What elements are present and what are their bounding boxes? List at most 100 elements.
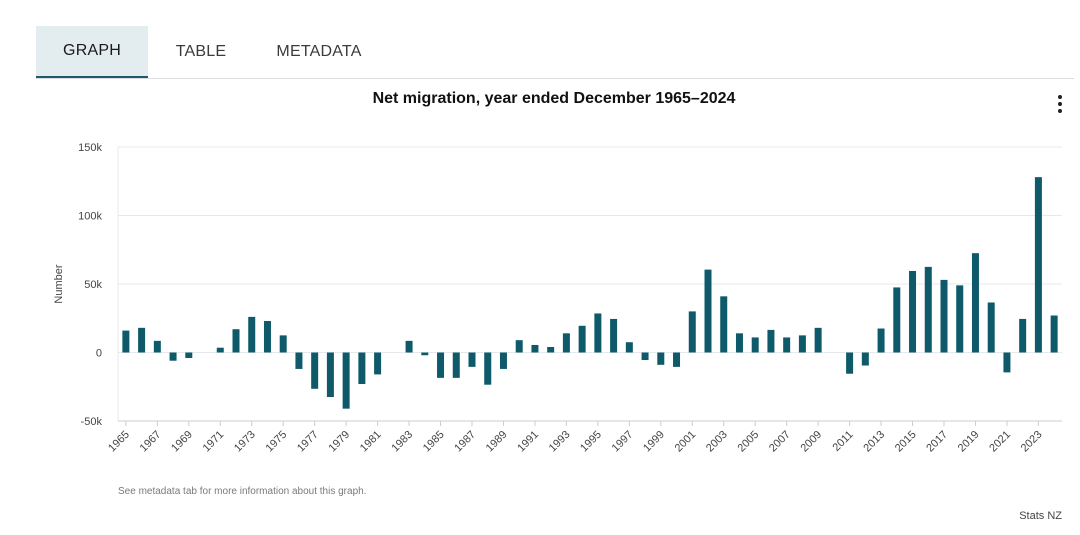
x-tick-label: 1977	[295, 429, 321, 455]
x-tick-label: 2005	[736, 429, 762, 455]
bar-1993	[562, 333, 570, 353]
x-tick-label: 1989	[484, 429, 510, 455]
x-tick-label: 1975	[264, 429, 290, 455]
bar-1972	[232, 329, 240, 353]
bar-1978	[326, 352, 334, 398]
x-tick-label: 1973	[232, 429, 258, 455]
bar-1976	[295, 352, 303, 369]
bar-1977	[311, 352, 319, 389]
bar-2014	[893, 287, 901, 353]
y-tick-label: -50k	[81, 416, 103, 428]
x-tick-label: 2003	[704, 429, 730, 455]
y-axis-title: Number	[53, 264, 65, 303]
x-tick-label: 1991	[515, 429, 541, 455]
x-tick-label: 1969	[169, 429, 195, 455]
x-tick-label: 1983	[389, 429, 415, 455]
bar-1995	[594, 313, 602, 353]
bar-2008	[798, 335, 806, 353]
bar-2007	[783, 337, 791, 353]
x-tick-label: 2019	[956, 429, 982, 455]
bar-1999	[657, 352, 665, 365]
x-tick-label: 2017	[924, 429, 950, 455]
bar-2017	[940, 279, 948, 353]
metadata-note: See metadata tab for more information ab…	[118, 486, 367, 497]
bar-2003	[720, 296, 728, 353]
bar-2016	[924, 266, 932, 353]
bar-1984	[421, 352, 429, 356]
bar-1986	[452, 352, 460, 378]
bar-2024	[1050, 315, 1058, 353]
x-tick-label: 1981	[358, 429, 384, 455]
x-tick-label: 2021	[987, 429, 1013, 455]
bar-2002	[704, 269, 712, 353]
bar-2023	[1034, 177, 1042, 353]
x-tick-label: 2009	[798, 429, 824, 455]
bar-1975	[279, 335, 287, 353]
bar-2013	[877, 328, 885, 353]
bar-1990	[515, 340, 523, 353]
bar-1987	[468, 352, 476, 367]
x-tick-label: 2001	[673, 429, 699, 455]
x-tick-label: 2023	[1019, 429, 1045, 455]
x-tick-label: 1993	[547, 429, 573, 455]
bar-1983	[405, 340, 413, 353]
y-tick-label: 100k	[78, 211, 102, 223]
bar-1998	[641, 352, 649, 361]
bar-2011	[846, 352, 854, 374]
bar-1991	[531, 344, 539, 353]
y-tick-label: 150k	[78, 142, 102, 154]
bar-1985	[437, 352, 445, 378]
bar-1979	[342, 352, 350, 409]
bar-1996	[610, 318, 618, 353]
x-tick-label: 2007	[767, 429, 793, 455]
y-tick-label: 0	[96, 348, 102, 360]
bar-2022	[1019, 318, 1027, 353]
bar-1971	[216, 347, 224, 353]
x-tick-label: 2015	[893, 429, 919, 455]
bar-1989	[499, 352, 507, 369]
bar-1994	[578, 325, 586, 353]
source-label: Stats NZ	[1019, 510, 1062, 522]
bar-2015	[909, 270, 917, 353]
x-tick-label: 1967	[138, 429, 164, 455]
tab-graph[interactable]: GRAPH	[36, 26, 148, 78]
more-vertical-icon[interactable]	[1052, 92, 1068, 116]
x-tick-label: 1997	[610, 429, 636, 455]
view-tabs: GRAPH TABLE METADATA	[36, 26, 1074, 79]
bar-1968	[169, 352, 177, 361]
bar-2009	[814, 327, 822, 353]
bar-1973	[248, 316, 256, 353]
bar-1966	[138, 327, 146, 353]
bar-2012	[861, 352, 869, 366]
bar-2001	[688, 311, 696, 353]
bar-1965	[122, 330, 130, 353]
x-tick-label: 1979	[326, 429, 352, 455]
y-tick-label: 50k	[84, 279, 102, 291]
bar-2020	[987, 302, 995, 353]
x-tick-label: 1965	[106, 429, 132, 455]
tab-table[interactable]: TABLE	[175, 43, 227, 60]
bar-2006	[767, 329, 775, 353]
bar-1980	[358, 352, 366, 385]
x-tick-label: 1987	[452, 429, 478, 455]
chart-title: Net migration, year ended December 1965–…	[372, 90, 736, 107]
bar-1992	[547, 347, 555, 353]
x-tick-label: 1999	[641, 429, 667, 455]
bar-2004	[735, 333, 743, 353]
x-tick-label: 1971	[201, 429, 227, 455]
tab-metadata[interactable]: METADATA	[276, 43, 362, 60]
x-tick-label: 1985	[421, 429, 447, 455]
bar-1967	[153, 340, 161, 353]
x-tick-label: 2013	[861, 429, 887, 455]
bar-1981	[374, 352, 382, 375]
x-tick-label: 2011	[831, 429, 856, 454]
bar-2018	[956, 285, 964, 353]
bar-2005	[751, 337, 759, 353]
bar-1969	[185, 352, 193, 358]
x-tick-label: 1995	[578, 429, 604, 455]
bar-1997	[625, 342, 633, 353]
bar-1988	[484, 352, 492, 385]
bar-2021	[1003, 352, 1011, 373]
bar-2000	[673, 352, 681, 367]
